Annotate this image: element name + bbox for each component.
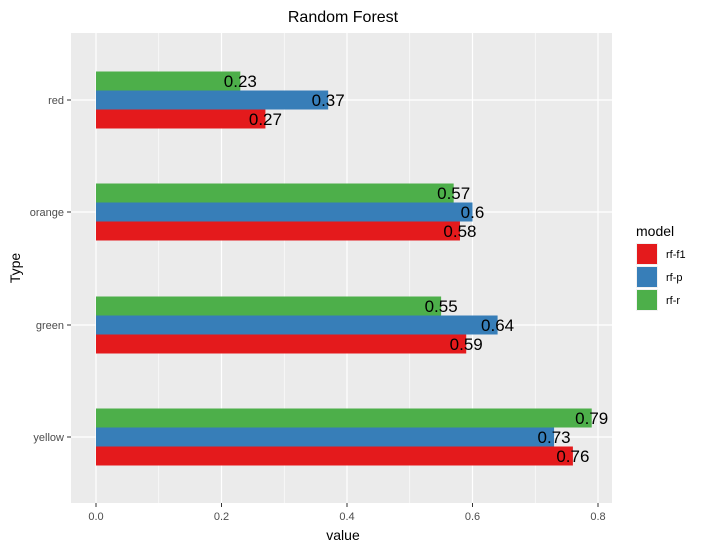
y-tick-label: orange	[30, 207, 64, 219]
y-tick-label: yellow	[33, 432, 64, 444]
legend: model rf-f1 rf-p rf-r	[636, 223, 686, 311]
x-tick-label: 0.0	[88, 511, 103, 523]
data-label: 0.23	[224, 72, 257, 91]
legend-label: rf-r	[666, 295, 680, 307]
bar-rf-f1-green	[96, 334, 467, 354]
data-label: 0.76	[556, 447, 589, 466]
bar-rf-p-yellow	[96, 427, 555, 447]
legend-label: rf-p	[666, 272, 683, 284]
y-axis: red orange green yellow	[30, 95, 71, 444]
legend-label: rf-f1	[666, 249, 686, 261]
x-axis: 0.0 0.2 0.4 0.6 0.8	[88, 503, 606, 523]
data-label: 0.6	[461, 203, 485, 222]
bar-rf-p-green	[96, 315, 498, 335]
y-tick-label: red	[48, 95, 64, 107]
data-label: 0.58	[443, 222, 476, 241]
data-label: 0.73	[538, 428, 571, 447]
legend-title: model	[636, 223, 674, 239]
x-tick-label: 0.2	[214, 511, 229, 523]
bar-rf-p-red	[96, 90, 329, 110]
chart-title: Random Forest	[288, 9, 399, 26]
bar-rf-r-orange	[96, 183, 454, 203]
bar-rf-p-orange	[96, 202, 473, 222]
legend-key-rf-r	[637, 290, 657, 310]
data-label: 0.55	[425, 297, 458, 316]
bar-rf-f1-orange	[96, 221, 460, 241]
data-label: 0.79	[575, 409, 608, 428]
x-axis-title: value	[326, 527, 360, 543]
x-tick-label: 0.6	[465, 511, 480, 523]
y-axis-title: Type	[7, 253, 23, 284]
bar-rf-r-red	[96, 71, 241, 91]
bars	[96, 71, 592, 466]
bar-rf-r-green	[96, 296, 442, 316]
data-label: 0.59	[450, 335, 483, 354]
x-tick-label: 0.8	[590, 511, 605, 523]
bar-rf-f1-yellow	[96, 446, 573, 466]
legend-key-rf-p	[637, 267, 657, 287]
data-labels: 0.230.370.270.570.60.580.550.640.590.790…	[224, 72, 608, 466]
legend-key-rf-f1	[637, 244, 657, 264]
data-label: 0.27	[249, 110, 282, 129]
data-label: 0.57	[437, 184, 470, 203]
bar-rf-f1-red	[96, 109, 266, 129]
data-label: 0.37	[312, 91, 345, 110]
x-tick-label: 0.4	[339, 511, 354, 523]
y-tick-label: green	[36, 320, 64, 332]
bar-rf-r-yellow	[96, 408, 592, 428]
data-label: 0.64	[481, 316, 514, 335]
